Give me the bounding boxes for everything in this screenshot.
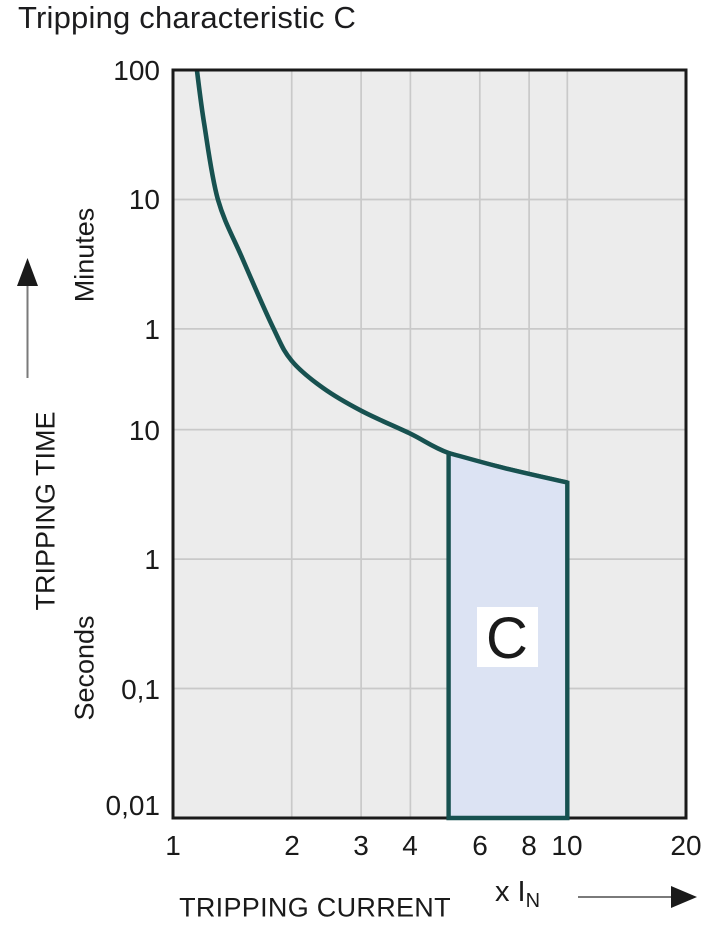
x-axis-unit-label: x IN	[495, 876, 540, 913]
y-tick-label: 0,01	[106, 790, 161, 821]
y-tick-label: 100	[113, 55, 160, 86]
x-tick-label: 8	[521, 830, 537, 861]
y-unit-seconds-label: Seconds	[69, 615, 100, 721]
y-tick-label: 1	[144, 314, 160, 345]
x-tick-label: 3	[353, 830, 369, 861]
x-axis-title: TRIPPING CURRENT	[179, 892, 451, 923]
x-tick-label: 4	[402, 830, 418, 861]
y-unit-minutes-label: Minutes	[69, 207, 100, 303]
x-tick-label: 20	[670, 830, 701, 861]
plot-border	[171, 68, 688, 820]
x-unit-prefix: x I	[495, 876, 526, 908]
page-title: Tripping characteristic C	[18, 0, 357, 35]
band-label: C	[486, 606, 528, 671]
x-tick-label: 6	[472, 830, 488, 861]
y-tick-label: 10	[129, 184, 160, 215]
plot-border-layer	[171, 68, 688, 820]
x-axis-arrow-icon	[671, 886, 697, 908]
y-axis-arrow-icon	[17, 258, 38, 286]
x-tick-label: 2	[284, 830, 300, 861]
x-unit-subscript: N	[525, 890, 541, 912]
axis-arrow-layer	[17, 258, 697, 908]
x-tick-label: 1	[165, 830, 181, 861]
y-tick-label: 0,1	[121, 674, 160, 705]
band-label-box	[477, 607, 538, 667]
y-tick-label: 1	[144, 544, 160, 575]
y-axis-title: TRIPPING TIME	[30, 411, 61, 611]
y-tick-label: 10	[129, 415, 160, 446]
x-tick-label: 10	[551, 830, 582, 861]
tripping-band-layer: C	[446, 450, 570, 821]
